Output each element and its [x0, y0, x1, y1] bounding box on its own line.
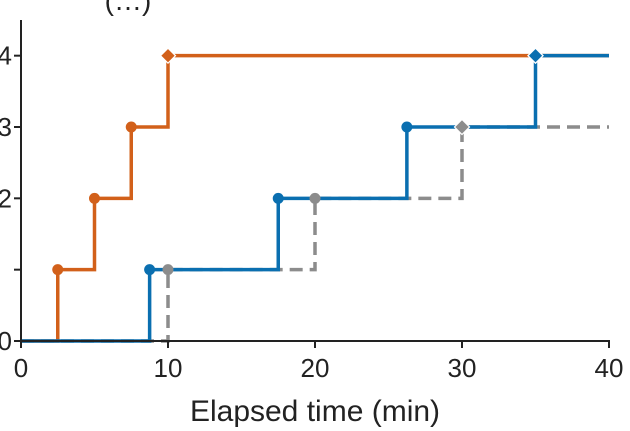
- x-tick-label-2: 20: [301, 353, 330, 383]
- y-tick-label-2: 2: [0, 183, 12, 213]
- plot-markers: [52, 47, 544, 276]
- x-tick-label-1: 10: [154, 353, 183, 383]
- series-1-marker-2: [453, 118, 471, 136]
- series-0-marker-1: [89, 192, 100, 204]
- y-tick-label-0: 0: [0, 326, 12, 356]
- series-1-marker-0: [162, 264, 174, 276]
- series-0-marker-2: [125, 121, 137, 133]
- tick-labels: 0 10 20 30 40 0 2 3 4: [0, 41, 623, 383]
- axes: [14, 20, 610, 348]
- series-2-marker-3: [527, 47, 544, 65]
- y-tick-label-3: 3: [0, 112, 12, 142]
- series-2-step-line: [21, 53, 609, 343]
- series-0-marker-3: [159, 47, 177, 65]
- x-axis-label: Elapsed time (min): [190, 395, 440, 428]
- series-1-marker-1: [309, 192, 321, 204]
- series-0-marker-0: [52, 264, 64, 276]
- series-2-marker-2: [401, 121, 413, 133]
- x-tick-label-3: 30: [448, 353, 477, 383]
- x-tick-label-0: 0: [14, 353, 28, 383]
- plot-lines: [21, 53, 609, 343]
- y-axis-label-partial: (…): [105, 0, 152, 16]
- series-2-marker-1: [272, 192, 284, 204]
- series-1-step-line: [21, 125, 609, 343]
- series-0-step-line: [21, 53, 609, 343]
- x-tick-label-4: 40: [595, 353, 624, 383]
- series-2-marker-0: [144, 264, 156, 276]
- y-tick-label-4: 4: [0, 41, 12, 71]
